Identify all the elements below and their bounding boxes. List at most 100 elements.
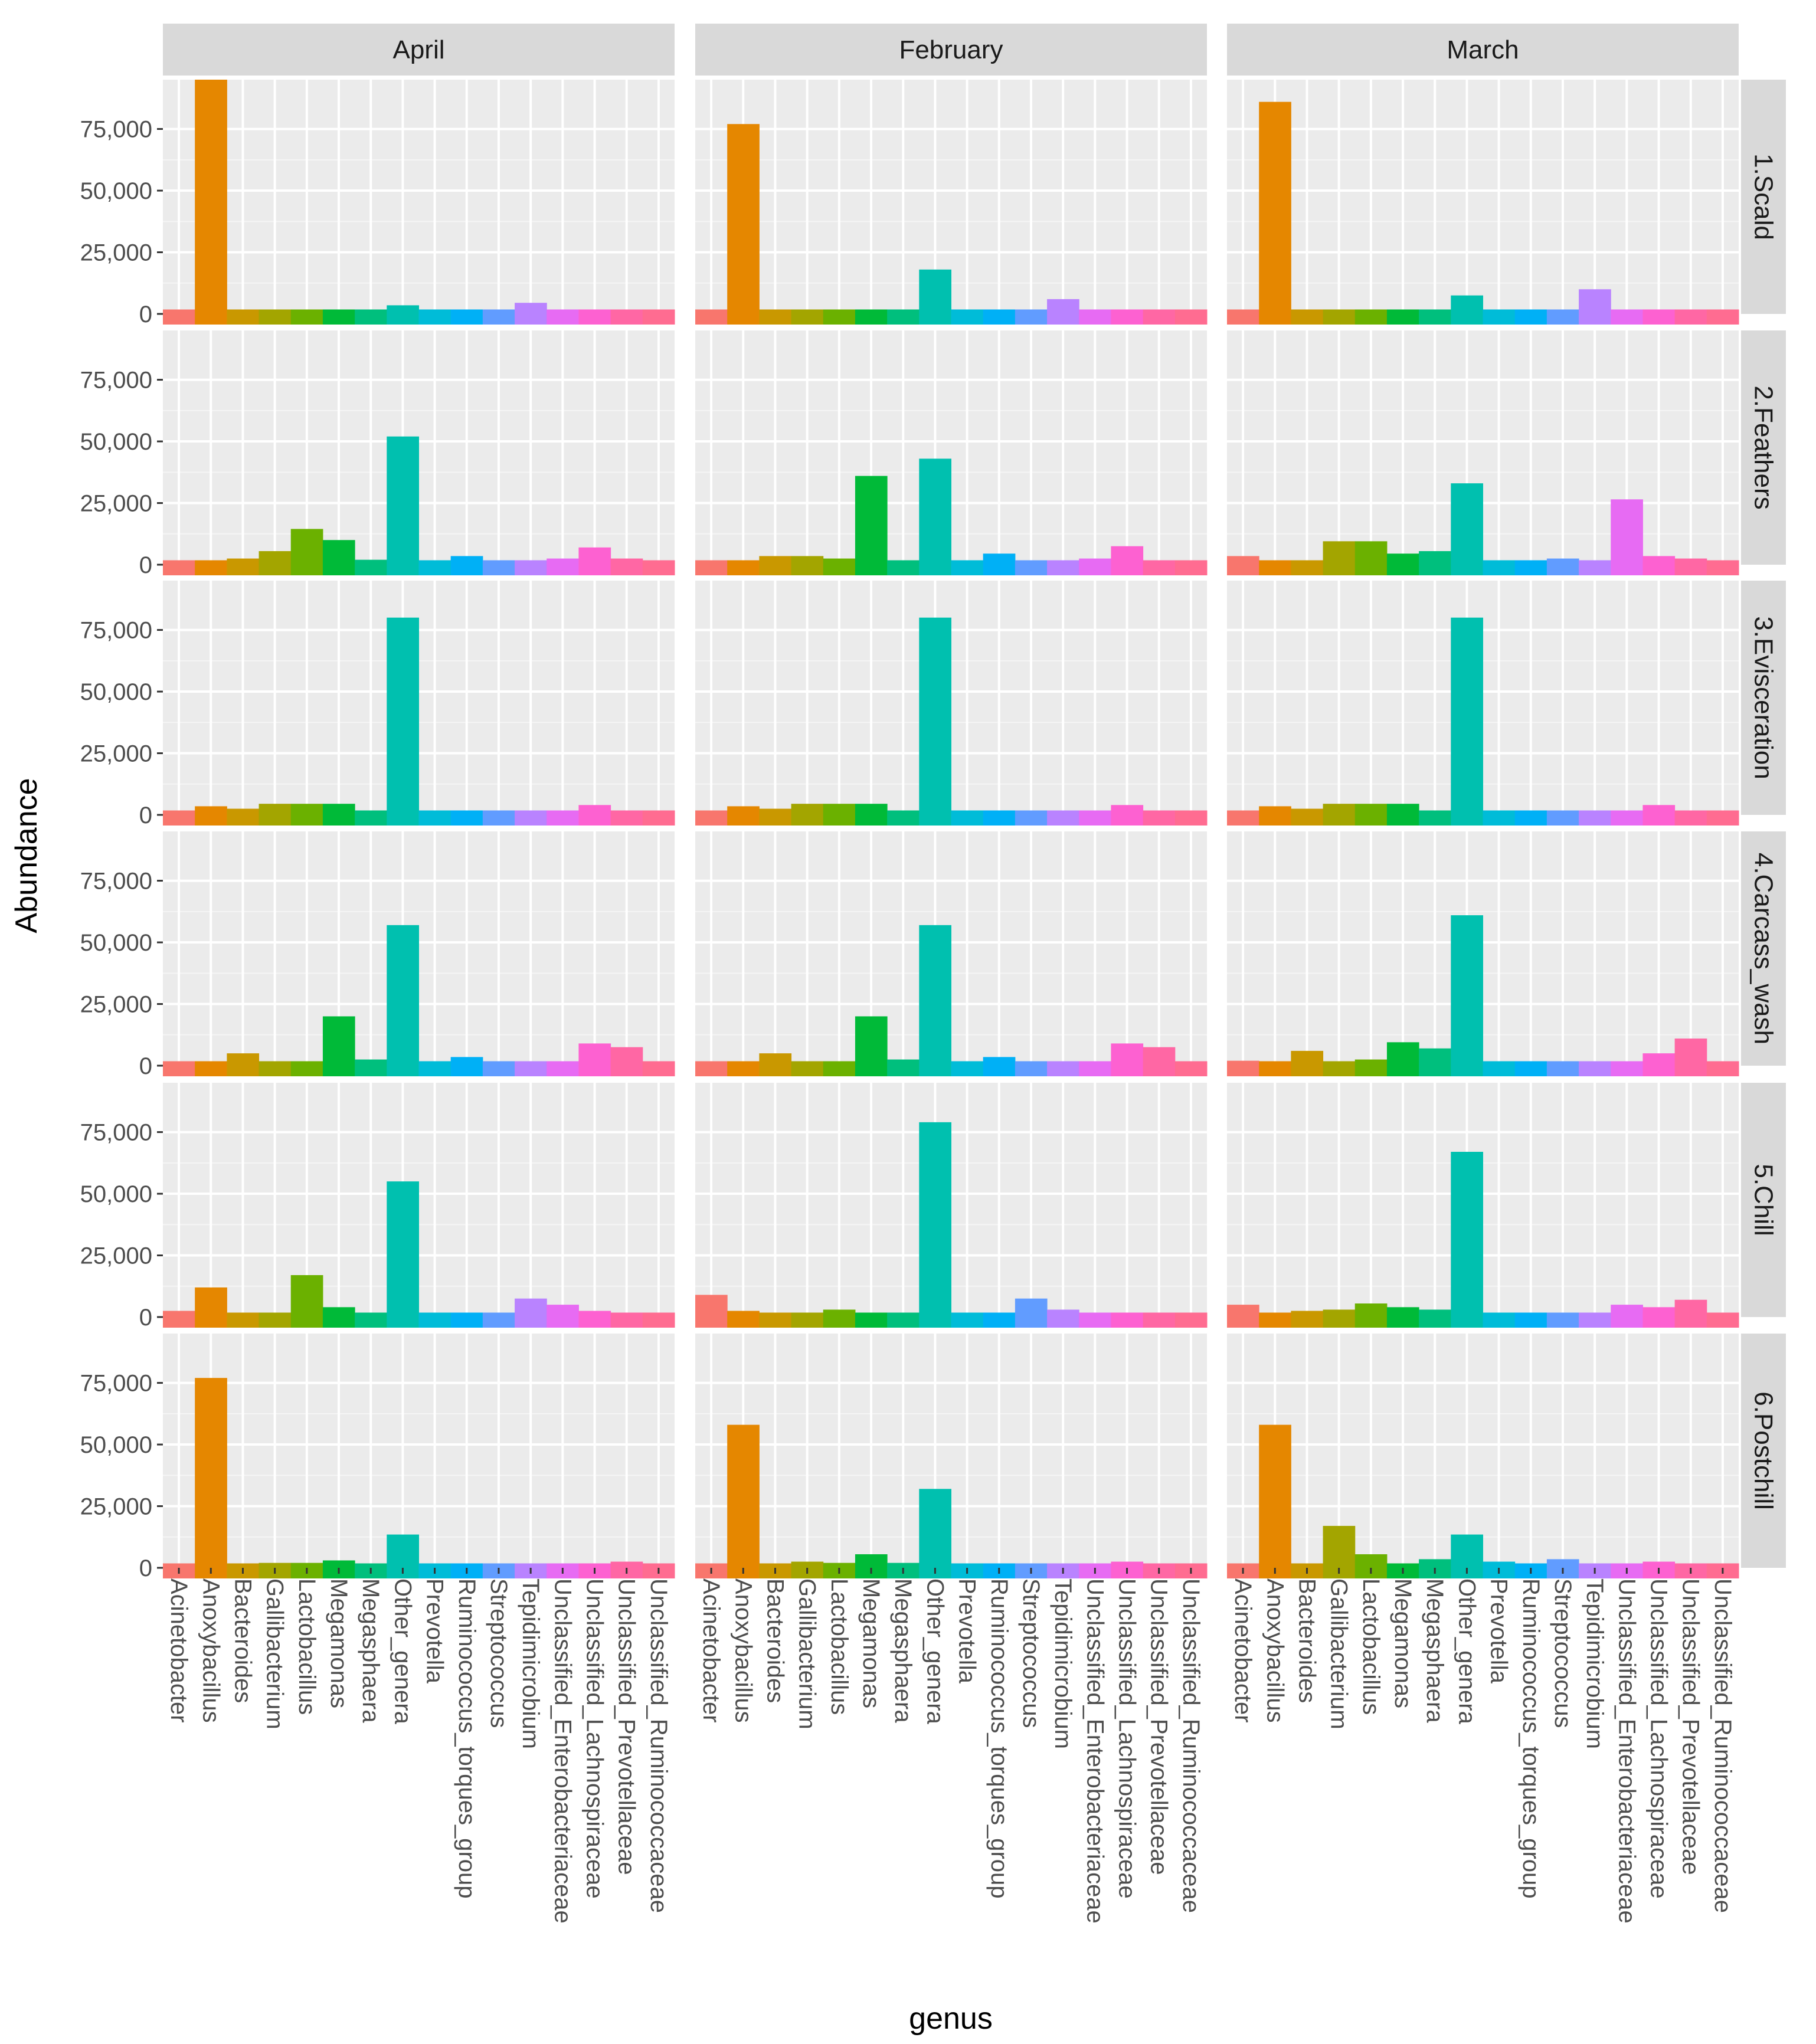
- bar-other_genera: [1451, 617, 1483, 826]
- y-tick-label: 25,000: [80, 240, 152, 266]
- bar-unclassified_prevotellaceae: [1674, 810, 1707, 826]
- y-tick-label: 25,000: [80, 1243, 152, 1269]
- x-tick-label: Prevotella: [422, 1578, 448, 1684]
- bar-megasphaera: [887, 810, 920, 826]
- facet-panel: [1227, 831, 1739, 1076]
- bar-gallibacterium: [791, 1312, 824, 1328]
- y-tick-label: 25,000: [80, 1494, 152, 1520]
- bar-unclassified_enterobacteriaceae: [1079, 1061, 1111, 1076]
- bar-prevotella: [418, 309, 451, 325]
- bar-anoxybacillus: [1259, 101, 1291, 325]
- bar-anoxybacillus: [727, 124, 760, 325]
- bar-tepidimicrobium: [515, 560, 547, 575]
- bar-prevotella: [951, 1312, 984, 1328]
- bar-anoxybacillus: [195, 80, 227, 325]
- bar-tepidimicrobium: [1047, 810, 1079, 826]
- bar-megamonas: [855, 804, 888, 826]
- row-strip-label: 2.Feathers: [1749, 385, 1778, 509]
- bar-tepidimicrobium: [1047, 560, 1079, 575]
- bar-unclassified_lachnospiraceae: [578, 1043, 611, 1076]
- panel-background: [1227, 1334, 1739, 1568]
- x-tick-label: Megasphaera: [890, 1578, 916, 1723]
- bar-other_genera: [387, 305, 419, 325]
- bar-bacteroides: [759, 309, 792, 325]
- bar-ruminococcus_torques_group: [450, 556, 483, 575]
- bar-unclassified_lachnospiraceae: [1642, 309, 1676, 325]
- x-tick-label: Gallibacterium: [794, 1578, 820, 1729]
- row-strip: [1741, 330, 1786, 565]
- row-strip-label: 6.Postchill: [1749, 1391, 1778, 1510]
- x-tick-label: Streptococcus: [1018, 1578, 1044, 1728]
- bar-gallibacterium: [259, 804, 292, 826]
- row-strip: [1741, 80, 1786, 314]
- bar-unclassified_enterobacteriaceae: [1611, 1061, 1643, 1076]
- x-tick-label: Prevotella: [1486, 1578, 1512, 1684]
- y-tick-label: 50,000: [80, 1181, 152, 1207]
- bar-megasphaera: [1419, 810, 1451, 826]
- bar-tepidimicrobium: [515, 303, 547, 325]
- column-strip-label: April: [392, 35, 444, 64]
- bar-anoxybacillus: [195, 1378, 227, 1578]
- bar-other_genera: [387, 617, 419, 826]
- x-tick-label: Acinetobacter: [166, 1578, 192, 1723]
- bar-acinetobacter: [695, 1295, 728, 1328]
- bar-tepidimicrobium: [515, 1298, 547, 1328]
- bar-unclassified_lachnospiraceae: [578, 805, 611, 826]
- x-tick-label: Ruminococcus_torques_group: [986, 1578, 1012, 1899]
- bar-unclassified_prevotellaceae: [610, 1312, 643, 1328]
- bar-unclassified_prevotellaceae: [1674, 1299, 1707, 1328]
- column-strips: April February March: [163, 24, 1739, 76]
- y-tick-label: 50,000: [80, 1432, 152, 1458]
- x-tick-label: Unclassified_Prevotellaceae: [1146, 1578, 1172, 1875]
- y-tick-label: 0: [139, 1555, 152, 1581]
- x-tick-label: Tepidimicrobium: [1050, 1578, 1076, 1749]
- bar-lactobacillus: [1354, 1554, 1388, 1578]
- bar-bacteroides: [1291, 1050, 1324, 1076]
- bar-bacteroides: [227, 808, 260, 826]
- bar-other_genera: [1451, 295, 1483, 325]
- x-tick-label: Megasphaera: [1422, 1578, 1448, 1723]
- bar-unclassified_lachnospiraceae: [1111, 1043, 1144, 1076]
- bar-unclassified_enterobacteriaceae: [547, 558, 579, 575]
- bar-prevotella: [1483, 560, 1516, 575]
- bar-prevotella: [951, 309, 984, 325]
- bar-lactobacillus: [823, 309, 856, 325]
- panel-background: [1227, 80, 1739, 314]
- bar-other_genera: [919, 1489, 951, 1578]
- x-axis-title: genus: [909, 2002, 993, 2036]
- bar-gallibacterium: [1323, 1309, 1356, 1328]
- bar-unclassified_ruminococcaceae: [1174, 1312, 1208, 1328]
- bar-unclassified_ruminococcaceae: [1174, 1061, 1208, 1076]
- bar-bacteroides: [227, 1053, 260, 1076]
- y-tick-label: 50,000: [80, 679, 152, 705]
- bar-unclassified_ruminococcaceae: [1706, 309, 1739, 325]
- bar-lactobacillus: [290, 1061, 323, 1076]
- y-tick-label: 75,000: [80, 117, 152, 143]
- bar-ruminococcus_torques_group: [983, 553, 1016, 575]
- column-strip-label: February: [899, 35, 1003, 64]
- bar-megasphaera: [1419, 1048, 1451, 1076]
- bar-other_genera: [1451, 915, 1483, 1076]
- x-tick-label: Acinetobacter: [1230, 1578, 1256, 1723]
- bar-streptococcus: [1015, 560, 1048, 575]
- bar-unclassified_prevotellaceae: [1143, 1312, 1176, 1328]
- x-tick-label: Megamonas: [1390, 1578, 1416, 1708]
- bar-lactobacillus: [1354, 541, 1388, 575]
- bar-prevotella: [1483, 1061, 1516, 1076]
- bar-unclassified_ruminococcaceae: [642, 1061, 675, 1076]
- bar-megasphaera: [887, 1059, 920, 1076]
- bar-lactobacillus: [290, 1275, 323, 1328]
- x-tick-label: Unclassified_Lachnospiraceae: [1114, 1578, 1140, 1899]
- bar-megasphaera: [1419, 551, 1451, 575]
- y-tick-label: 50,000: [80, 178, 152, 204]
- bar-megamonas: [322, 1307, 355, 1328]
- bar-ruminococcus_torques_group: [983, 309, 1016, 325]
- x-tick-label: Streptococcus: [1550, 1578, 1576, 1728]
- bar-streptococcus: [1015, 309, 1048, 325]
- row-strip: [1741, 581, 1786, 815]
- bar-streptococcus: [1015, 1298, 1048, 1328]
- bar-unclassified_ruminococcaceae: [642, 560, 675, 575]
- x-tick-label: Anoxybacillus: [1262, 1578, 1288, 1723]
- bar-unclassified_prevotellaceae: [610, 1047, 643, 1076]
- bar-unclassified_enterobacteriaceae: [1079, 558, 1111, 575]
